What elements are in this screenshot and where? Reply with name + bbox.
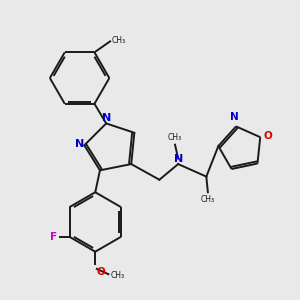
Text: CH₃: CH₃ — [167, 133, 182, 142]
Text: CH₃: CH₃ — [110, 271, 124, 280]
Text: CH₃: CH₃ — [201, 195, 215, 204]
Text: F: F — [50, 232, 58, 242]
Text: N: N — [230, 112, 239, 122]
Text: N: N — [173, 154, 183, 164]
Text: N: N — [75, 139, 85, 149]
Text: N: N — [102, 113, 111, 123]
Text: O: O — [264, 130, 273, 141]
Text: O: O — [97, 267, 106, 277]
Text: CH₃: CH₃ — [112, 36, 126, 45]
